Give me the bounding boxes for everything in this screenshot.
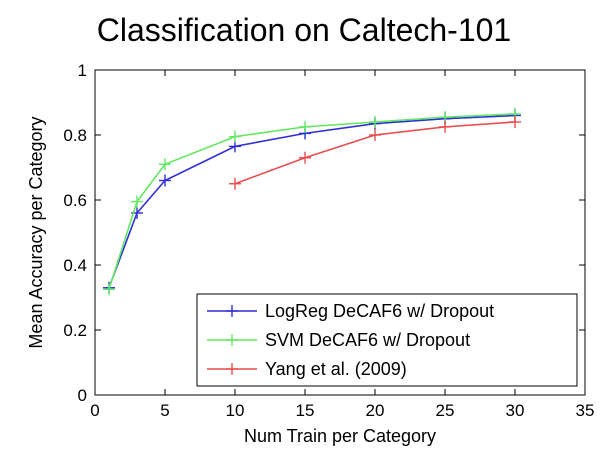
x-tick-label: 0 xyxy=(90,401,99,420)
y-axis-label: Mean Accuracy per Category xyxy=(26,116,46,348)
data-point xyxy=(103,283,115,296)
x-tick-label: 20 xyxy=(366,401,385,420)
series-1 xyxy=(103,109,521,294)
series-line xyxy=(108,114,516,289)
series-2 xyxy=(103,107,521,296)
y-tick-label: 1 xyxy=(78,61,87,80)
data-point xyxy=(229,130,241,143)
legend-label: SVM DeCAF6 w/ Dropout xyxy=(265,330,470,350)
x-tick-label: 5 xyxy=(160,401,169,420)
y-tick-label: 0.6 xyxy=(63,191,87,210)
series-line xyxy=(108,113,516,290)
legend-entry: LogReg DeCAF6 w/ Dropout xyxy=(207,301,494,321)
y-tick-label: 0.8 xyxy=(63,126,87,145)
y-tick-label: 0.4 xyxy=(63,256,87,275)
axis-ticks: 0 5 10 15 20 25 30 35 0 0.2 0.4 0.6 0.8 1 xyxy=(63,61,594,420)
chart-title: Classification on Caltech-101 xyxy=(96,12,512,48)
y-tick-label: 0.2 xyxy=(63,321,87,340)
series-group xyxy=(103,107,521,296)
data-point xyxy=(299,151,311,164)
data-point xyxy=(299,120,311,133)
data-point xyxy=(159,174,171,187)
plot-area xyxy=(94,69,586,396)
data-point xyxy=(369,116,381,128)
legend-box xyxy=(196,293,578,387)
data-point xyxy=(131,195,143,208)
data-point xyxy=(509,116,521,128)
data-point xyxy=(229,177,241,190)
x-tick-label: 30 xyxy=(506,401,525,420)
data-point xyxy=(439,120,451,133)
x-tick-label: 15 xyxy=(296,401,315,420)
data-point xyxy=(159,158,171,171)
x-tick-label: 25 xyxy=(436,401,455,420)
legend-label: LogReg DeCAF6 w/ Dropout xyxy=(265,301,494,321)
data-point xyxy=(369,129,381,141)
x-axis-label: Num Train per Category xyxy=(244,426,436,446)
y-tick-label: 0 xyxy=(78,386,87,405)
plot-frame xyxy=(94,69,586,396)
legend-entry: Yang et al. (2009) xyxy=(207,359,407,379)
legend-entry: SVM DeCAF6 w/ Dropout xyxy=(207,330,470,350)
legend: LogReg DeCAF6 w/ Dropout SVM DeCAF6 w/ Dr… xyxy=(196,293,578,387)
x-tick-label: 35 xyxy=(576,401,595,420)
legend-label: Yang et al. (2009) xyxy=(265,359,407,379)
x-tick-label: 10 xyxy=(226,401,245,420)
series-3 xyxy=(229,116,521,190)
